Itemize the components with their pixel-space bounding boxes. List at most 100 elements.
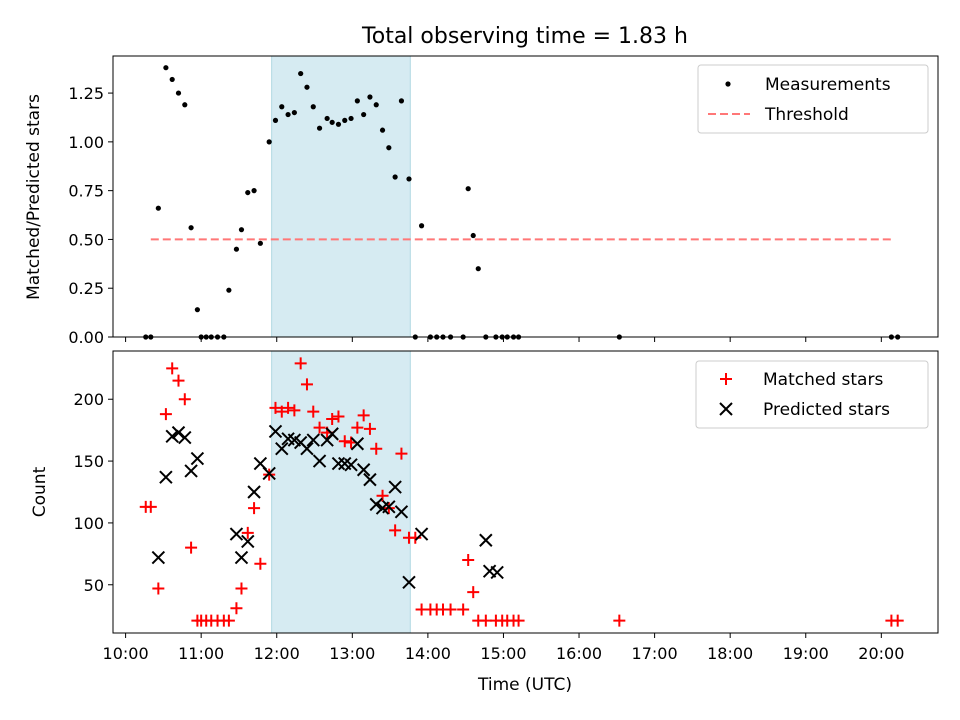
y-tick-label: 1.00 (68, 133, 104, 152)
x-tick-label: 11:00 (178, 644, 224, 663)
measurement-point (354, 98, 360, 104)
measurement-point (329, 119, 335, 125)
x-tick-label: 10:00 (103, 644, 149, 663)
measurement-point (188, 225, 194, 231)
measurement-point (475, 266, 481, 272)
predicted-stars-point (363, 472, 377, 487)
measurement-point (406, 176, 412, 182)
legend-marker-measurements (725, 81, 731, 87)
bottom-panel-frame (112, 350, 939, 634)
matched-stars-point (172, 374, 185, 387)
matched-stars-point (254, 557, 267, 570)
measurement-point (398, 98, 405, 104)
x-tick-label: 14:00 (405, 644, 451, 663)
x-tick-label: 18:00 (707, 644, 753, 663)
matched-stars-point (152, 582, 165, 595)
predicted-stars-point (388, 480, 402, 494)
predicted-stars-point (325, 427, 339, 441)
bottom-legend-box (695, 360, 929, 429)
observing-window-band (271, 55, 411, 338)
matched-stars-point (444, 603, 457, 616)
predicted-stars-point (247, 485, 261, 499)
measurement-point (348, 115, 354, 122)
matched-stars-point (307, 405, 320, 418)
measurement-point (392, 174, 398, 180)
measurement-point (291, 109, 297, 116)
x-tick-label: 13:00 (329, 644, 375, 663)
bottom-x-axis-label: Time (UTC) (477, 675, 572, 695)
matched-stars-point (467, 586, 480, 599)
predicted-stars-point (165, 429, 179, 444)
measurement-point (298, 70, 304, 77)
matched-stars-point (479, 614, 492, 627)
legend-label-predicted: Predicted stars (763, 400, 890, 420)
predicted-stars-point (300, 442, 314, 456)
y-tick-label: 0.75 (68, 182, 104, 201)
x-tick-label: 17:00 (632, 644, 678, 663)
measurement-point (335, 121, 342, 127)
top-panel: 0.00 0.25 0.50 0.75 1.00 1.25 Total observing… (24, 24, 939, 347)
measurement-point (310, 104, 316, 110)
matched-stars-point (248, 502, 261, 515)
predicted-stars-point (382, 500, 396, 514)
measurement-point (367, 94, 373, 100)
measurement-point (418, 223, 425, 229)
y-tick-label: 100 (73, 514, 104, 533)
matched-stars-point (457, 603, 470, 616)
predicted-stars-point (241, 534, 255, 549)
matched-stars-point (389, 524, 402, 537)
matched-stars-point (222, 614, 235, 627)
matched-stars-point (395, 447, 408, 460)
matched-stars-point (159, 408, 172, 421)
measurement-point (304, 84, 310, 90)
top-chart-title: Total observing time = 1.83 h (361, 24, 688, 49)
predicted-stars-point (414, 527, 429, 541)
predicted-stars-point (178, 430, 192, 445)
top-panel-frame (112, 55, 939, 338)
matched-stars-point (282, 401, 295, 414)
measurement-point (342, 117, 348, 123)
matched-stars-point (462, 554, 475, 567)
measurement-point (238, 227, 245, 233)
y-tick-label: 0.50 (68, 230, 104, 249)
measurement-point (266, 139, 272, 145)
matched-stars-point (613, 614, 626, 627)
legend-marker-matched (720, 373, 732, 385)
matched-stars-point (241, 526, 254, 539)
measurement-point (386, 145, 392, 151)
matched-stars-point (313, 421, 326, 434)
measurement-point (279, 104, 285, 110)
predicted-stars-point (306, 433, 320, 447)
observing-window-band (271, 350, 411, 634)
measurement-point (251, 188, 257, 194)
matched-stars-point (338, 435, 351, 448)
predicted-stars-point (159, 470, 173, 484)
y-tick-label: 200 (73, 390, 104, 409)
y-tick-label: 0.00 (68, 328, 104, 347)
predicted-stars-point (344, 458, 358, 472)
matched-stars-point (512, 614, 525, 627)
matched-stars-point (351, 421, 364, 434)
matched-stars-point (294, 357, 307, 370)
x-tick-label: 12:00 (254, 644, 300, 663)
measurement-point (175, 90, 182, 96)
matched-stars-point (144, 500, 157, 513)
measurement-point (226, 287, 232, 293)
predicted-stars-point (262, 466, 276, 481)
predicted-stars-point (184, 464, 198, 478)
y-tick-label: 0.25 (68, 279, 104, 298)
matched-stars-point (185, 541, 198, 554)
measurement-point (233, 246, 240, 252)
matched-stars-point (230, 602, 243, 615)
legend-label-matched: Matched stars (763, 370, 883, 390)
measurement-point (257, 240, 263, 246)
measurement-point (194, 307, 200, 313)
y-tick-label: 1.25 (68, 84, 104, 103)
predicted-stars-point (350, 437, 365, 451)
matched-stars-point (370, 442, 383, 455)
predicted-stars-point (275, 442, 289, 456)
predicted-stars-point (190, 451, 205, 466)
x-tick-label: 20:00 (858, 644, 904, 663)
matched-stars-point (363, 422, 376, 435)
